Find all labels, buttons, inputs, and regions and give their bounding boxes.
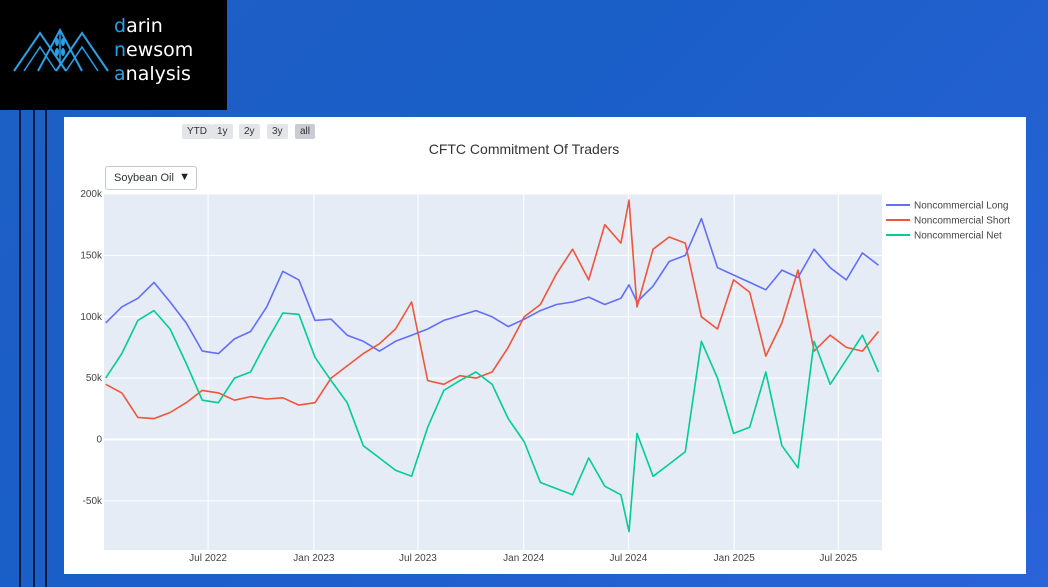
commodity-dropdown[interactable]: Soybean Oil ▼ — [105, 166, 197, 190]
legend-label: Noncommercial Net — [914, 231, 1002, 242]
y-tick-label: 50k — [86, 373, 103, 384]
range-button-2y[interactable]: 2y — [239, 124, 260, 139]
x-tick-label: Jul 2024 — [610, 553, 648, 564]
legend-label: Noncommercial Long — [914, 201, 1009, 212]
y-tick-label: 200k — [80, 189, 103, 200]
legend-label: Noncommercial Short — [914, 216, 1010, 227]
x-tick-label: Jul 2025 — [819, 553, 857, 564]
x-tick-label: Jul 2022 — [189, 553, 227, 564]
range-button-ytd[interactable]: YTD — [182, 124, 212, 139]
range-button-all[interactable]: all — [295, 124, 316, 139]
x-tick-label: Jan 2025 — [714, 553, 756, 564]
chart-title: CFTC Commitment Of Traders — [428, 141, 620, 157]
decorative-line — [45, 110, 47, 587]
y-tick-label: 150k — [80, 250, 103, 261]
decorative-line — [33, 110, 35, 587]
chevron-down-icon: ▼ — [179, 171, 190, 183]
x-tick-label: Jul 2023 — [399, 553, 437, 564]
mountain-logo-icon — [13, 27, 109, 72]
y-tick-label: 100k — [80, 312, 103, 323]
logo-panel: darin newsom analysis — [0, 0, 227, 110]
range-button-3y[interactable]: 3y — [267, 124, 288, 139]
y-tick-label: 0 — [96, 435, 102, 446]
decorative-line — [19, 110, 21, 587]
x-tick-label: Jan 2024 — [503, 553, 545, 564]
x-tick-label: Jan 2023 — [293, 553, 335, 564]
range-button-1y[interactable]: 1y — [212, 124, 233, 139]
y-tick-label: -50k — [83, 496, 103, 507]
dropdown-value: Soybean Oil — [114, 172, 174, 184]
series-line — [105, 217, 879, 355]
series-line — [105, 309, 880, 533]
logo-wordmark: darin newsom analysis — [114, 15, 194, 85]
series-line — [105, 199, 880, 420]
